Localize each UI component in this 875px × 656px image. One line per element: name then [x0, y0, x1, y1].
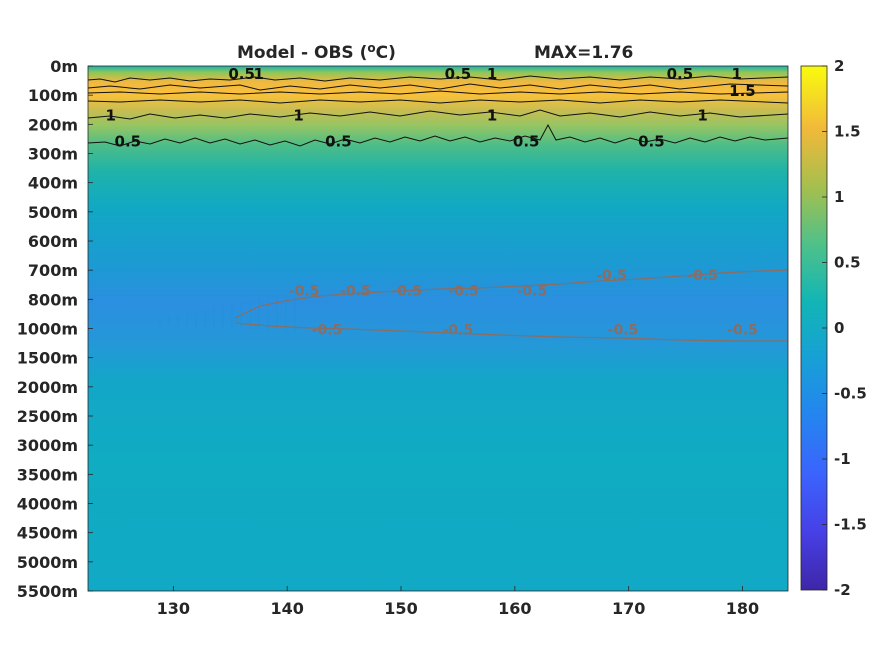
plot-frame	[87, 65, 789, 592]
y-tick-label: 100m	[28, 86, 78, 105]
contour-label: 1	[487, 65, 497, 83]
contour-label: 1	[293, 106, 303, 124]
y-tick-label: 700m	[28, 261, 78, 280]
contour-1-upper	[87, 83, 789, 91]
colorbar-tick-label: 0	[834, 319, 844, 337]
y-tick-label: 500m	[28, 203, 78, 222]
contour-label: 1	[697, 106, 707, 124]
title-unit-superscript: o	[367, 41, 375, 55]
contour-label: 0.5	[445, 65, 472, 83]
y-tick-label: 0m	[50, 57, 78, 76]
contour-label: 0.5	[667, 65, 694, 83]
y-axis: 0m 100m 200m 300m 400m 500m 600m 700m 800m 1000m 1…	[17, 57, 93, 601]
contour-1.5-upper	[87, 90, 789, 95]
contour-neg0.5-upper	[234, 269, 789, 319]
contour-1.5-lower	[87, 99, 789, 104]
y-tick-label: 600m	[28, 232, 78, 251]
colorbar-tick-label: 1	[834, 188, 844, 206]
contour-label: -0.5	[391, 283, 422, 299]
y-tick-label: 3500m	[17, 465, 78, 484]
plot-area: 0.51 0.5 1 0.5 11.51 1 1 10.5 0.5 0.5 0.5-0.5 -0.5-…	[87, 65, 789, 591]
contour-0.5-lower	[87, 123, 789, 147]
colorbar: 2 1.5 1 0.5 0 -0.5 -1 -1.5 -2	[800, 57, 867, 599]
contour-label: -0.5	[443, 323, 474, 339]
contour-label: 0.5	[513, 133, 540, 151]
contour-label: -0.5	[289, 283, 320, 299]
colorbar-tick-label: -1	[834, 450, 851, 468]
title-unit-tail: C)	[376, 43, 396, 63]
y-tick-label: 400m	[28, 174, 78, 193]
x-tick-label: 150	[384, 599, 417, 618]
y-tick-label: 5000m	[17, 553, 78, 572]
colorbar-tick-label: -1.5	[834, 516, 867, 534]
x-tick-label: 180	[726, 599, 759, 618]
contour-label: -0.5	[448, 283, 479, 299]
negative-contours	[234, 269, 789, 342]
contour-label: 1	[487, 106, 497, 124]
positive-contours	[87, 75, 789, 147]
svg-text:Model - OBS (oC): Model - OBS (oC)	[237, 41, 396, 63]
max-label: MAX=1.76	[534, 43, 633, 63]
y-tick-label: 800m	[28, 290, 78, 309]
contour-label: 1.5	[729, 82, 756, 100]
colorbar-tick-label: 1.5	[834, 123, 861, 141]
contour-label: -0.5	[687, 268, 718, 284]
contour-neg0.5-lower	[234, 322, 788, 342]
contour-label: -0.5	[727, 323, 758, 339]
contour-label: 1	[106, 106, 116, 124]
colorbar-ticks: 2 1.5 1 0.5 0 -0.5 -1 -1.5 -2	[822, 57, 867, 599]
y-tick-label: 3000m	[17, 436, 78, 455]
contour-label: 0.5	[325, 133, 352, 151]
colorbar-tick-label: 2	[834, 57, 844, 75]
x-tick-label: 160	[498, 599, 531, 618]
contour-label: -0.5	[312, 323, 343, 339]
contour-label: -0.5	[596, 268, 627, 284]
y-tick-label: 2500m	[17, 407, 78, 426]
contour-1-lower	[87, 109, 789, 120]
contour-label: 0.5	[228, 65, 255, 83]
y-tick-label: 1000m	[17, 320, 78, 339]
contour-label: -0.5	[517, 283, 548, 299]
x-tick-label: 170	[612, 599, 645, 618]
contour-label: 1	[732, 65, 742, 83]
x-tick-label: 130	[157, 599, 190, 618]
colorbar-tick-label: -2	[834, 581, 851, 599]
x-axis: 130 140 150 160 170 180	[87, 65, 789, 618]
y-tick-label: 4000m	[17, 495, 78, 514]
heatmap-streaks	[159, 291, 296, 332]
contour-label: 0.5	[638, 133, 665, 151]
y-tick-label: 200m	[28, 115, 78, 134]
chart-title: Model - OBS (oC)	[237, 41, 396, 63]
title-text: Model - OBS (	[237, 43, 367, 63]
y-tick-label: 5500m	[17, 582, 78, 601]
contour-0.5-upper	[87, 75, 789, 83]
contour-label: 0.5	[115, 133, 142, 151]
y-tick-label: 300m	[28, 145, 78, 164]
colorbar-tick-label: 0.5	[834, 254, 861, 272]
y-tick-label: 1500m	[17, 349, 78, 368]
contour-label: -0.5	[608, 323, 639, 339]
contour-label: -0.5	[340, 283, 371, 299]
contour-labels: 0.51 0.5 1 0.5 11.51 1 1 10.5 0.5 0.5 0.5-0.5 -0.5-…	[106, 65, 758, 339]
contour-label: 1	[254, 65, 264, 83]
x-tick-label: 140	[270, 599, 303, 618]
y-tick-label: 4500m	[17, 524, 78, 543]
colorbar-tick-label: -0.5	[834, 385, 867, 403]
heatmap-field	[88, 66, 788, 591]
y-tick-label: 2000m	[17, 378, 78, 397]
